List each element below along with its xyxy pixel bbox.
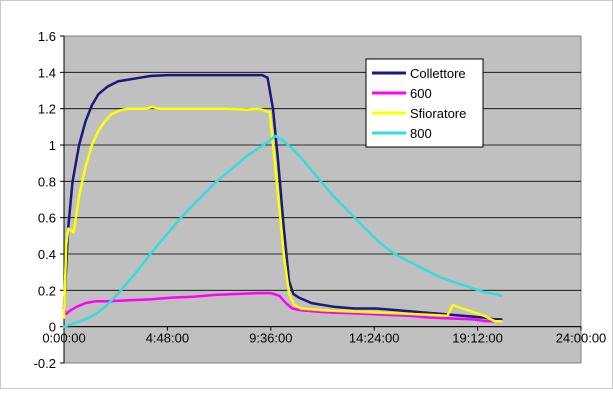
series-line-800 [62, 134, 503, 328]
x-tick-label: 4:48:00 [146, 331, 189, 346]
y-tick-label: 0.2 [38, 283, 56, 298]
y-tick-label: 0.8 [38, 174, 56, 189]
y-tick-label: 0.4 [38, 247, 56, 262]
x-tick-label: 24:00:00 [556, 331, 607, 346]
series-line-sfioratore [62, 105, 503, 323]
series-line-collettore [62, 73, 503, 321]
y-tick-label: 1.4 [38, 65, 56, 80]
plot-area [63, 35, 582, 364]
y-tick-label: 1.6 [38, 29, 56, 44]
legend-label-600: 600 [410, 86, 432, 101]
y-tick-label: 1 [49, 138, 56, 153]
series-line-600 [62, 291, 497, 323]
x-tick-label: 9:36:00 [249, 331, 292, 346]
x-tick-label: 0:00:00 [42, 331, 85, 346]
legend-label-800: 800 [410, 126, 432, 141]
x-tick-label: 14:24:00 [349, 331, 400, 346]
y-tick-label: 0.6 [38, 211, 56, 226]
y-tick-label: 1.2 [38, 102, 56, 117]
x-tick-label: 19:12:00 [452, 331, 503, 346]
y-tick-label: 0 [49, 320, 56, 335]
legend-label-sfioratore: Sfioratore [410, 106, 466, 121]
y-tick-label: -0.2 [34, 356, 56, 371]
legend-label-collettore: Collettore [410, 66, 466, 81]
